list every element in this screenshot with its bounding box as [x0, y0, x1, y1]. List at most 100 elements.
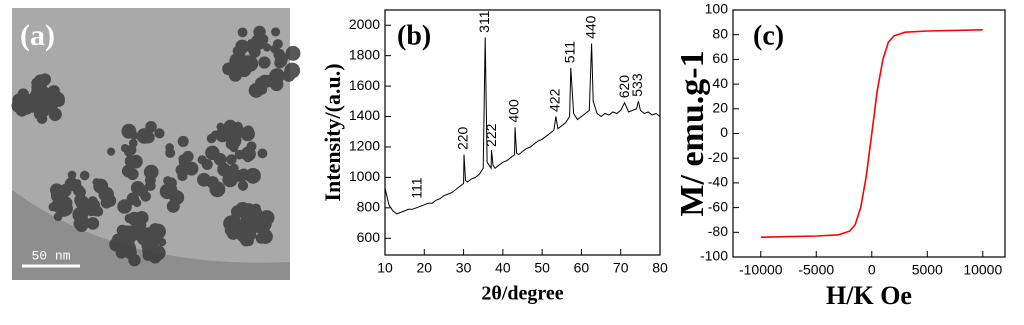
y-axis-label: M/ emu.g-1	[674, 50, 711, 216]
particle	[135, 226, 146, 238]
particle	[125, 225, 137, 238]
peak-label: 400	[506, 99, 522, 123]
particle	[87, 196, 98, 207]
x-tick-label: 10	[377, 260, 393, 276]
y-tick-label: 1200	[349, 138, 380, 154]
particle	[32, 78, 46, 92]
x-tick-label: 80	[652, 260, 668, 276]
particle	[226, 154, 237, 165]
y-tick-label: 600	[357, 229, 381, 245]
y-tick-label: -100	[700, 248, 728, 264]
particle	[257, 148, 268, 159]
scale-bar-label: 50 nm	[31, 248, 70, 263]
particle	[232, 62, 243, 73]
particle	[127, 211, 142, 226]
y-tick-label: 1400	[349, 107, 380, 123]
particle	[143, 164, 159, 180]
x-tick-label: 10000	[963, 262, 1002, 278]
particle	[33, 98, 43, 108]
particle	[142, 249, 154, 262]
particle	[250, 34, 267, 50]
x-tick-label: 0	[868, 262, 876, 278]
particle	[126, 144, 137, 156]
x-tick-label: -10000	[739, 262, 783, 278]
peak-label: 511	[562, 41, 578, 64]
particle	[165, 177, 177, 189]
particle	[118, 234, 135, 251]
panel-label: (a)	[20, 19, 55, 52]
particle	[237, 27, 248, 38]
panel-label: (b)	[397, 20, 431, 51]
y-tick-label: 1600	[349, 77, 380, 93]
particle	[206, 133, 217, 144]
peak-label: 111	[408, 177, 424, 198]
x-tick-label: 70	[613, 260, 629, 276]
particle	[177, 135, 189, 147]
particle	[165, 147, 176, 158]
particle	[216, 156, 226, 166]
y-tick-label: 2000	[349, 16, 380, 32]
particle	[76, 215, 90, 229]
particle	[145, 233, 155, 243]
particle	[150, 245, 166, 261]
particle	[271, 27, 281, 37]
y-tick-label: 1000	[349, 168, 380, 184]
particle	[247, 204, 257, 214]
peak-label: 422	[547, 88, 563, 112]
particle	[23, 93, 32, 102]
data-line	[384, 37, 661, 215]
y-tick-label: 100	[705, 1, 729, 17]
x-tick-label: 50	[534, 260, 550, 276]
particle	[67, 170, 77, 180]
particle	[79, 170, 90, 181]
particle	[240, 55, 256, 70]
x-axis-label: H/K Oe	[826, 281, 912, 310]
particle	[255, 232, 267, 244]
particle	[126, 168, 139, 181]
x-tick-label: 60	[574, 260, 590, 276]
particle	[103, 194, 117, 208]
particle	[237, 180, 249, 191]
y-tick-label: -40	[708, 174, 728, 190]
particle	[215, 130, 224, 140]
y-tick-label: 40	[712, 75, 728, 91]
particle	[128, 254, 141, 267]
particle	[166, 199, 180, 213]
particle	[233, 170, 246, 182]
particle	[222, 62, 235, 76]
particle	[53, 212, 63, 222]
particle	[216, 122, 225, 131]
particle	[48, 202, 58, 212]
x-axis-label: 2θ/degree	[481, 283, 563, 305]
particle	[184, 161, 199, 176]
particle	[135, 184, 149, 197]
peak-label: 533	[629, 73, 645, 97]
particle	[197, 172, 211, 187]
particle	[235, 39, 250, 54]
particle	[79, 195, 88, 205]
tem-film-edge	[12, 190, 290, 280]
plot-frame	[384, 9, 661, 256]
particle	[270, 44, 279, 54]
y-tick-label: 800	[357, 199, 381, 215]
x-tick-label: -5000	[798, 262, 834, 278]
y-axis-label: Intensity/(a.u.)	[320, 63, 345, 201]
particle	[73, 179, 82, 188]
particle	[145, 180, 156, 192]
particle	[243, 153, 253, 163]
particle	[223, 119, 238, 134]
particle	[217, 162, 231, 177]
particle	[124, 154, 138, 168]
particle	[230, 205, 244, 219]
particle	[262, 43, 272, 52]
particle	[224, 223, 238, 237]
y-tick-label: 20	[712, 100, 728, 116]
particle	[158, 238, 167, 247]
particle	[197, 155, 207, 165]
particle	[41, 98, 54, 111]
x-tick-label: 20	[416, 260, 432, 276]
particle	[240, 126, 255, 142]
particle	[251, 215, 268, 231]
